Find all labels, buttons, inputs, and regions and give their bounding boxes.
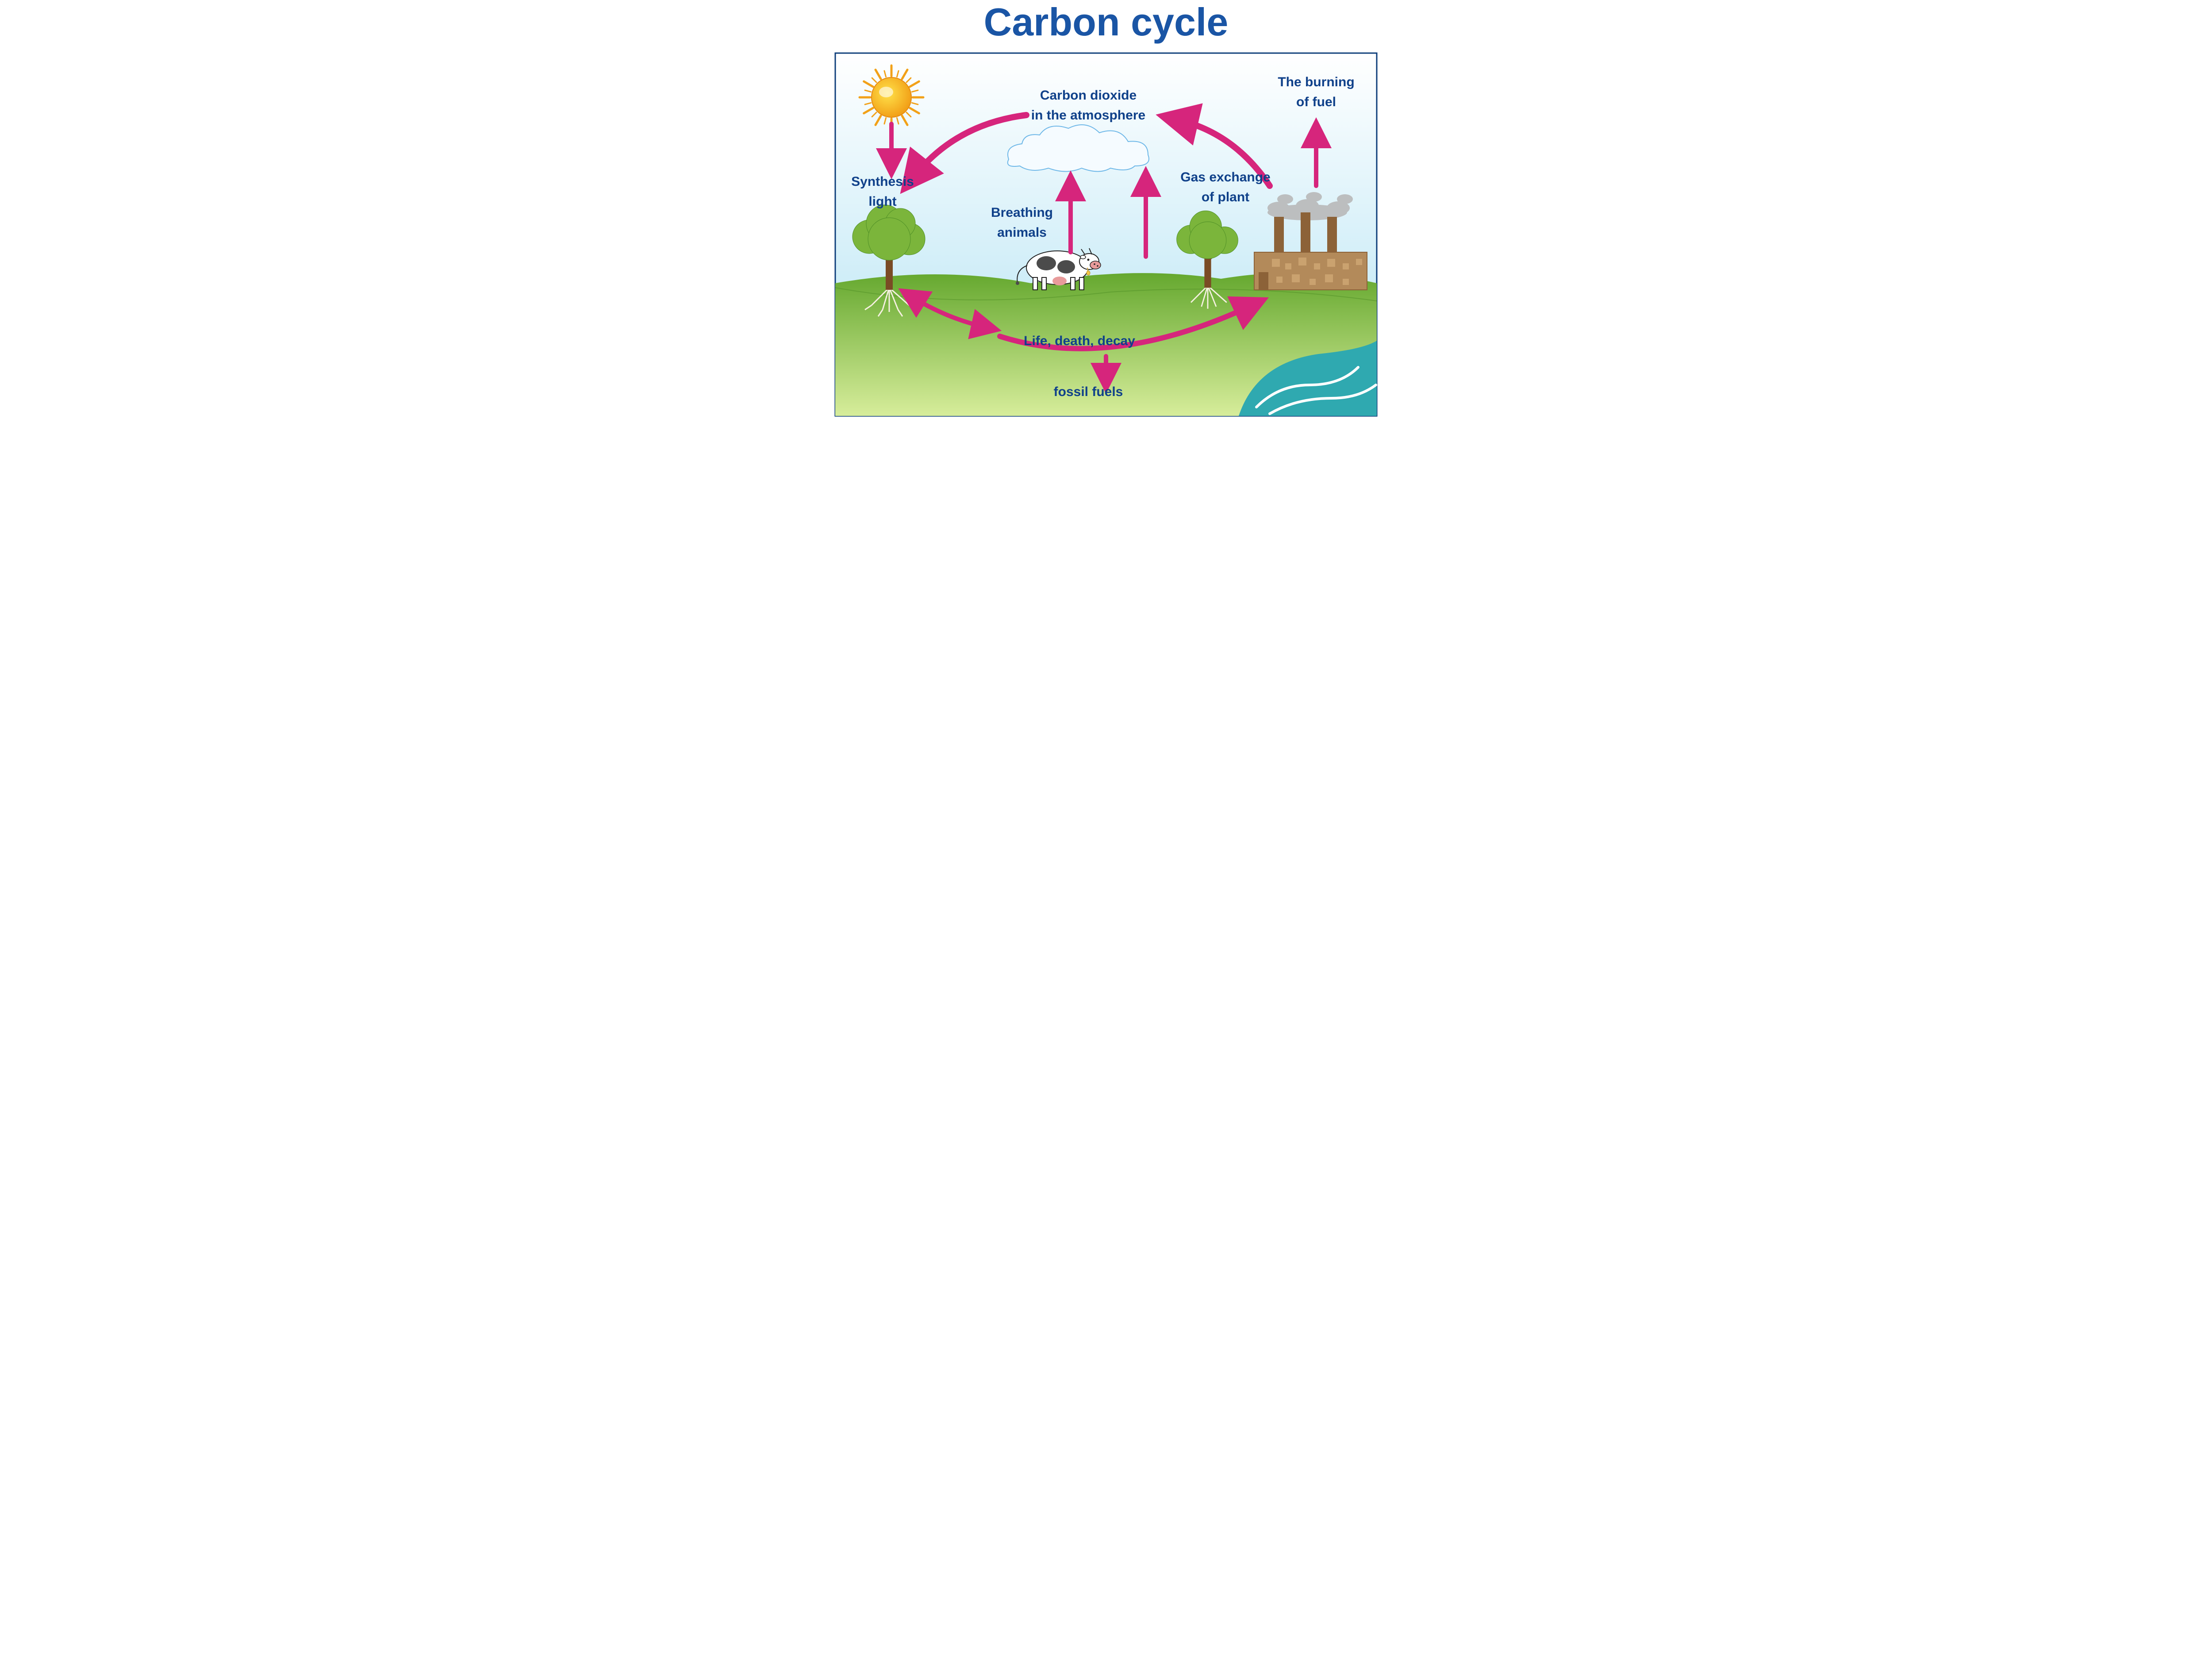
scene: Carbon dioxide in the atmosphere The bur…: [835, 53, 1377, 416]
label-co2-2: in the atmosphere: [1031, 108, 1145, 123]
label-co2-1: Carbon dioxide: [1040, 88, 1137, 103]
label-gas-2: of plant: [1202, 190, 1249, 204]
label-burning-1: The burning: [1278, 75, 1354, 89]
label-life: Life, death, decay: [1024, 334, 1135, 348]
label-breath-1: Breathing: [991, 205, 1053, 220]
label-gas-1: Gas exchange: [1180, 170, 1270, 185]
label-breath-2: animals: [997, 225, 1047, 240]
diagram-title: Carbon cycle: [984, 0, 1229, 44]
carbon-cycle-diagram: Carbon cycle: [823, 0, 1389, 425]
label-synth-2: light: [868, 194, 896, 209]
label-burning-2: of fuel: [1296, 95, 1336, 109]
label-fossil: fossil fuels: [1054, 385, 1123, 399]
label-synth-1: Synthesis: [851, 174, 914, 189]
